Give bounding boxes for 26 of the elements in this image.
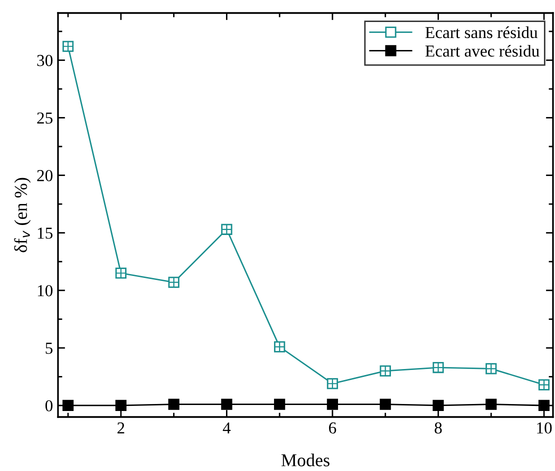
x-tick-label: 6 [329,422,336,434]
x-tick-label: 2 [118,422,124,434]
point [274,398,286,410]
x-tick-label: 4 [222,422,231,434]
y-tick-label: 10 [38,285,53,296]
point [168,398,180,410]
legend-label: Ecart sans résidu [425,26,538,38]
x-tick-label: 8 [434,422,442,434]
point [221,398,232,410]
y-axis-title: δf$_{v}$ (en %) [14,178,31,252]
y-tick-label: 15 [38,228,52,239]
point [380,398,391,410]
y-tick-label: 5 [46,342,52,354]
y-tick-label: 20 [37,170,53,182]
legend-label: Ecart avec résidu [425,44,540,57]
y-tick-label: 30 [37,54,53,66]
point [432,400,444,412]
y-tick-label: 0 [45,400,53,412]
point [486,398,497,410]
point [62,400,74,412]
y-tick-label: 25 [37,112,52,124]
x-axis-title: Modes [281,454,330,466]
point [115,400,126,412]
point [538,400,550,412]
x-tick-label: 10 [537,422,552,434]
point [326,398,338,410]
